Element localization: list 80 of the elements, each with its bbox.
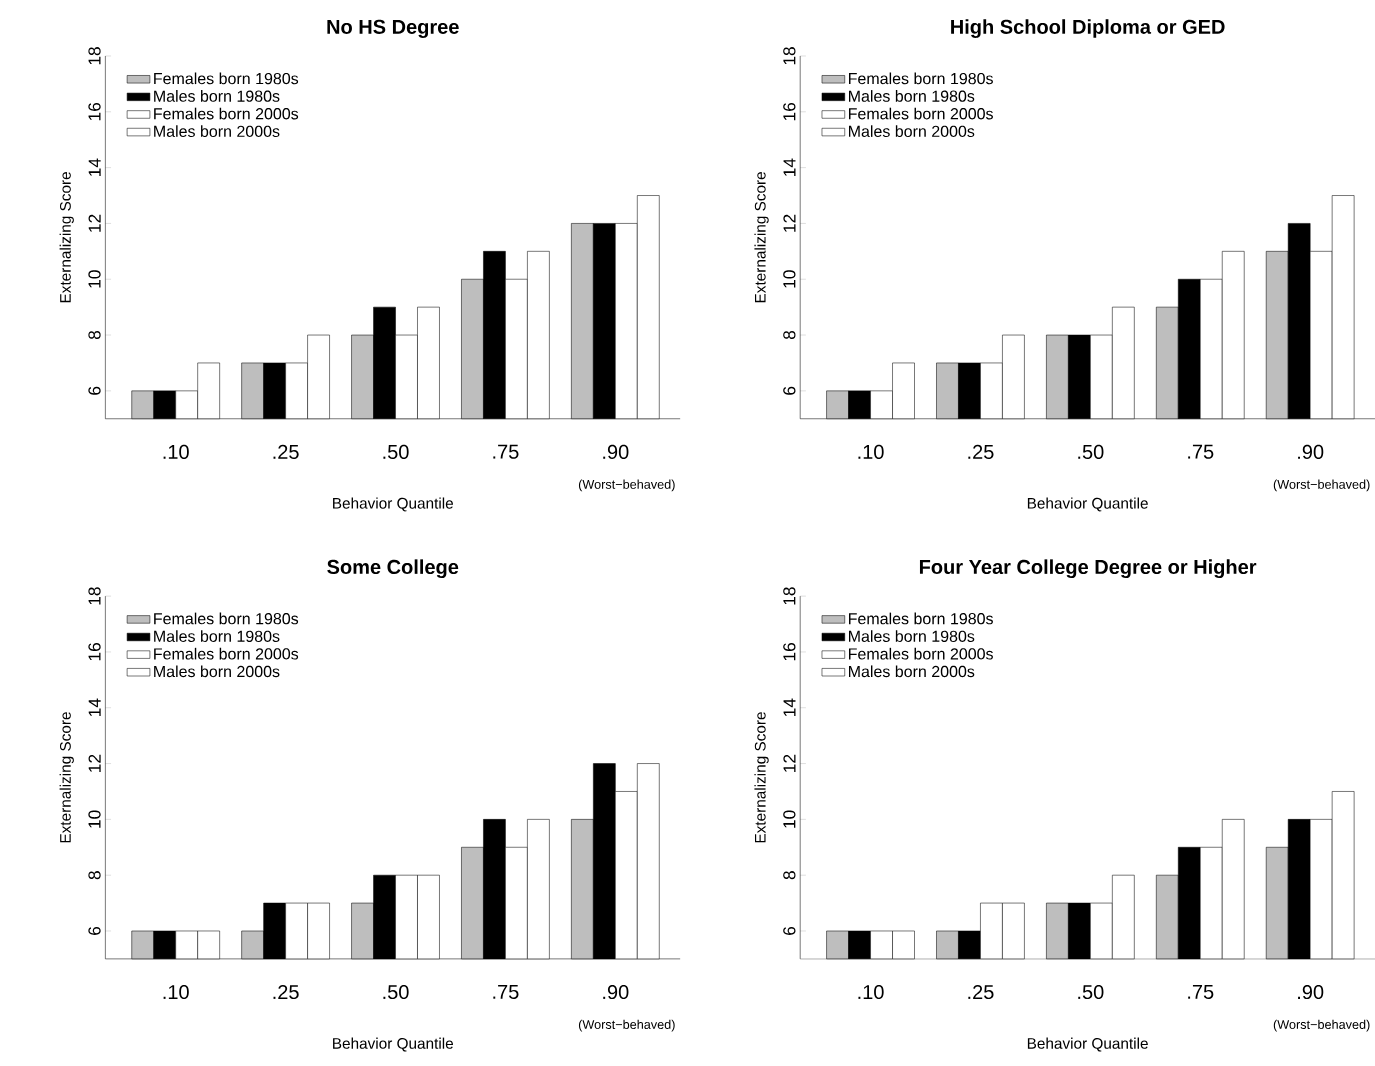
- y-axis-title: Externalizing Score: [59, 172, 74, 303]
- x-tick-label: .10: [858, 985, 884, 1000]
- y-tick-label: 14: [88, 698, 101, 717]
- x-tick-label: .90: [1298, 445, 1324, 460]
- y-axis-title: Externalizing Score: [754, 172, 769, 303]
- legend-label: Females born 1980s: [849, 72, 993, 85]
- x-tick-label: .90: [603, 985, 629, 1000]
- legend-label: Males born 1980s: [849, 630, 975, 643]
- y-tick-label: 16: [88, 643, 101, 661]
- x-tick-label: .25: [968, 445, 994, 460]
- y-tick-label: 16: [783, 643, 796, 661]
- x-tick-label: .50: [383, 445, 409, 460]
- legend-label: Females born 2000s: [154, 107, 299, 120]
- y-tick-label: 16: [88, 103, 101, 121]
- legend-label: Males born 2000s: [849, 665, 975, 678]
- y-tick-label: 14: [783, 698, 796, 717]
- x-axis-title: Behavior Quantile: [333, 497, 454, 512]
- x-tick-label: .75: [493, 445, 519, 459]
- x-tick-label: .50: [1078, 445, 1104, 460]
- chart-title: Some College: [327, 559, 459, 579]
- legend-label: Males born 1980s: [154, 90, 280, 103]
- legend-label: Females born 2000s: [849, 107, 993, 120]
- x-tick-label: .10: [858, 445, 884, 460]
- text: (Worst−behaved): [1273, 479, 1370, 492]
- y-tick-label: 8: [88, 331, 101, 340]
- text: (Worst−behaved): [578, 1019, 675, 1032]
- y-tick-label: 18: [88, 47, 101, 65]
- y-tick-label: 16: [783, 103, 796, 121]
- x-tick-label: .25: [968, 985, 994, 1000]
- x-axis-title: Behavior Quantile: [1027, 497, 1148, 512]
- legend-label: Males born 2000s: [849, 125, 975, 138]
- y-tick-label: 6: [783, 927, 796, 936]
- x-tick-label: .75: [1188, 985, 1214, 1000]
- legend-label: Males born 2000s: [154, 665, 280, 678]
- legend-label: Males born 1980s: [154, 630, 280, 643]
- x-tick-label: .90: [1298, 985, 1324, 1000]
- legend-label: Females born 1980s: [849, 612, 993, 625]
- chart-title: Four Year College Degree or Higher: [919, 559, 1257, 579]
- text: (Worst−behaved): [1273, 1019, 1370, 1032]
- x-tick-label: .10: [163, 445, 189, 460]
- x-tick-label: .50: [1078, 985, 1104, 1000]
- y-tick-label: 10: [783, 810, 796, 828]
- legend-label: Males born 1980s: [849, 90, 975, 103]
- y-tick-label: 18: [88, 587, 101, 605]
- y-tick-label: 10: [88, 270, 101, 288]
- y-tick-label: 12: [88, 755, 101, 773]
- y-tick-label: 8: [783, 331, 796, 340]
- x-tick-label: .10: [163, 985, 189, 1000]
- y-tick-label: 14: [88, 158, 101, 177]
- chart-title: No HS Degree: [327, 19, 459, 39]
- x-tick-label: .75: [493, 985, 519, 1000]
- y-tick-label: 12: [783, 755, 796, 773]
- x-tick-label: .25: [273, 445, 299, 460]
- x-axis-title: Behavior Quantile: [1027, 1037, 1148, 1052]
- y-axis-title: Externalizing Score: [754, 712, 769, 843]
- x-tick-label: .90: [603, 445, 629, 460]
- y-tick-label: 14: [783, 158, 796, 177]
- y-tick-label: 12: [88, 214, 101, 232]
- text: (Worst−behaved): [578, 479, 675, 492]
- y-tick-label: 10: [88, 810, 101, 828]
- x-tick-label: .25: [273, 985, 299, 1000]
- y-tick-label: 8: [88, 871, 101, 880]
- y-tick-label: 12: [783, 214, 796, 232]
- legend-label: Females born 2000s: [849, 648, 993, 660]
- x-tick-label: .50: [383, 985, 409, 1000]
- y-tick-label: 6: [88, 927, 101, 936]
- y-tick-label: 6: [88, 386, 101, 395]
- y-axis-title: Externalizing Score: [59, 712, 74, 843]
- y-tick-label: 18: [783, 47, 796, 65]
- y-tick-label: 6: [783, 386, 796, 395]
- legend-label: Males born 2000s: [154, 125, 280, 138]
- x-axis-title: Behavior Quantile: [333, 1037, 454, 1052]
- legend-label: Females born 1980s: [154, 72, 299, 85]
- legend-label: Females born 1980s: [154, 612, 299, 625]
- y-tick-label: 8: [783, 871, 796, 880]
- chart-title: High School Diploma or GED: [951, 19, 1225, 39]
- legend-label: Females born 2000s: [154, 648, 299, 660]
- y-tick-label: 10: [783, 270, 796, 288]
- x-tick-label: .75: [1188, 445, 1214, 459]
- y-tick-label: 18: [783, 587, 796, 605]
